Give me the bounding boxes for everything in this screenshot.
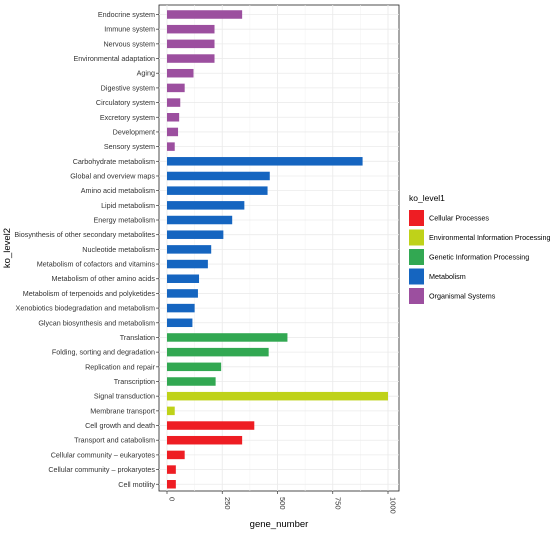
y-tick-label: Replication and repair: [85, 362, 156, 371]
bar: [167, 465, 176, 474]
bar: [167, 362, 222, 372]
y-tick-label: Cell motility: [118, 480, 155, 489]
y-tick-label: Carbohydrate metabolism: [73, 157, 155, 166]
y-tick-label: Metabolism of terpenoids and polyketides: [23, 289, 156, 298]
bars: [167, 10, 388, 489]
bar: [167, 230, 224, 239]
y-tick-label: Cell growth and death: [85, 421, 155, 430]
legend-key: [409, 288, 424, 304]
bar: [167, 450, 185, 460]
y-tick-label: Cellular community – prokaryotes: [48, 465, 155, 474]
bar: [167, 391, 388, 401]
bar: [167, 259, 208, 269]
y-tick-label: Environmental adaptation: [73, 54, 155, 63]
y-tick-label: Lipid metabolism: [101, 201, 155, 210]
y-tick-label: Transcription: [114, 377, 155, 386]
y-tick-label: Circulatory system: [96, 98, 155, 107]
bar: [167, 83, 185, 93]
y-tick-label: Aging: [137, 69, 155, 78]
y-tick-label: Xenobiotics biodegradation and metabolis…: [16, 304, 155, 313]
y-tick-label: Excretory system: [100, 113, 155, 122]
legend-label: Organismal Systems: [429, 292, 496, 301]
legend-key: [409, 249, 424, 265]
bar: [167, 318, 193, 328]
legend-key: [409, 210, 424, 226]
y-tick-label: Metabolism of cofactors and vitamins: [37, 260, 156, 269]
bar: [167, 127, 179, 137]
legend-label: Genetic Information Processing: [429, 253, 529, 262]
y-tick-label: Metabolism of other amino acids: [52, 274, 156, 283]
bar: [167, 68, 194, 78]
bar: [167, 215, 233, 225]
y-tick-label: Digestive system: [101, 83, 155, 92]
y-tick-label: Membrane transport: [90, 406, 155, 415]
bar: [167, 171, 270, 181]
y-tick-label: Sensory system: [104, 142, 155, 151]
bar: [167, 303, 195, 313]
bar: [167, 10, 243, 19]
bar: [167, 406, 175, 416]
y-tick-label: Development: [113, 127, 155, 136]
y-tick-label: Endocrine system: [98, 10, 155, 19]
bar: [167, 157, 363, 166]
bar: [167, 24, 215, 34]
legend-label: Metabolism: [429, 272, 466, 281]
bar: [167, 54, 215, 63]
bar: [167, 98, 181, 107]
bar: [167, 113, 180, 122]
y-axis-ticks: Endocrine system Immune system Nervous sys…: [14, 10, 159, 489]
bar: [167, 186, 268, 195]
y-tick-label: Energy metabolism: [93, 216, 155, 225]
x-tick-label: 250: [223, 497, 232, 510]
bar: [167, 274, 200, 283]
y-tick-label: Glycan biosynthesis and metabolism: [38, 318, 155, 327]
y-tick-label: Immune system: [104, 25, 155, 34]
y-tick-label: Transport and catabolism: [74, 436, 155, 445]
bar: [167, 289, 198, 298]
y-tick-label: Global and overview maps: [70, 171, 155, 180]
x-tick-label: 750: [333, 497, 342, 510]
legend-label: Cellular Processes: [429, 214, 489, 223]
x-tick-label: 0: [168, 497, 177, 501]
bar: [167, 142, 175, 151]
legend-key: [409, 268, 424, 285]
bar: [167, 347, 269, 357]
y-tick-label: Nervous system: [103, 39, 155, 48]
y-tick-label: Cellular community – eukaryotes: [51, 450, 156, 459]
bar: [167, 39, 215, 49]
legend-title: ko_level1: [409, 193, 445, 203]
x-axis-ticks: 0 250 500 750 1000: [166, 491, 398, 514]
y-tick-label: Nucleotide metabolism: [82, 245, 155, 254]
y-tick-label: Folding, sorting and degradation: [52, 348, 155, 357]
bar: [167, 333, 288, 342]
y-tick-label: Biosynthesis of other secondary metaboli…: [14, 230, 155, 239]
bar: [167, 480, 176, 489]
x-axis-title: gene_number: [250, 519, 309, 530]
x-tick-label: 500: [278, 497, 287, 510]
bar: [167, 245, 212, 254]
y-axis-title: ko_level2: [2, 228, 13, 268]
bar: [167, 421, 255, 430]
legend: ko_level1 Cellular Processes Environmenta…: [409, 193, 550, 304]
y-tick-label: Signal transduction: [94, 392, 155, 401]
y-tick-label: Translation: [120, 333, 155, 342]
x-tick-label: 1000: [389, 497, 398, 514]
bar: [167, 435, 243, 445]
legend-key: [409, 229, 424, 246]
y-tick-label: Amino acid metabolism: [81, 186, 155, 195]
bar: [167, 201, 245, 210]
legend-label: Environmental Information Processing: [429, 233, 550, 242]
bar: [167, 377, 216, 386]
